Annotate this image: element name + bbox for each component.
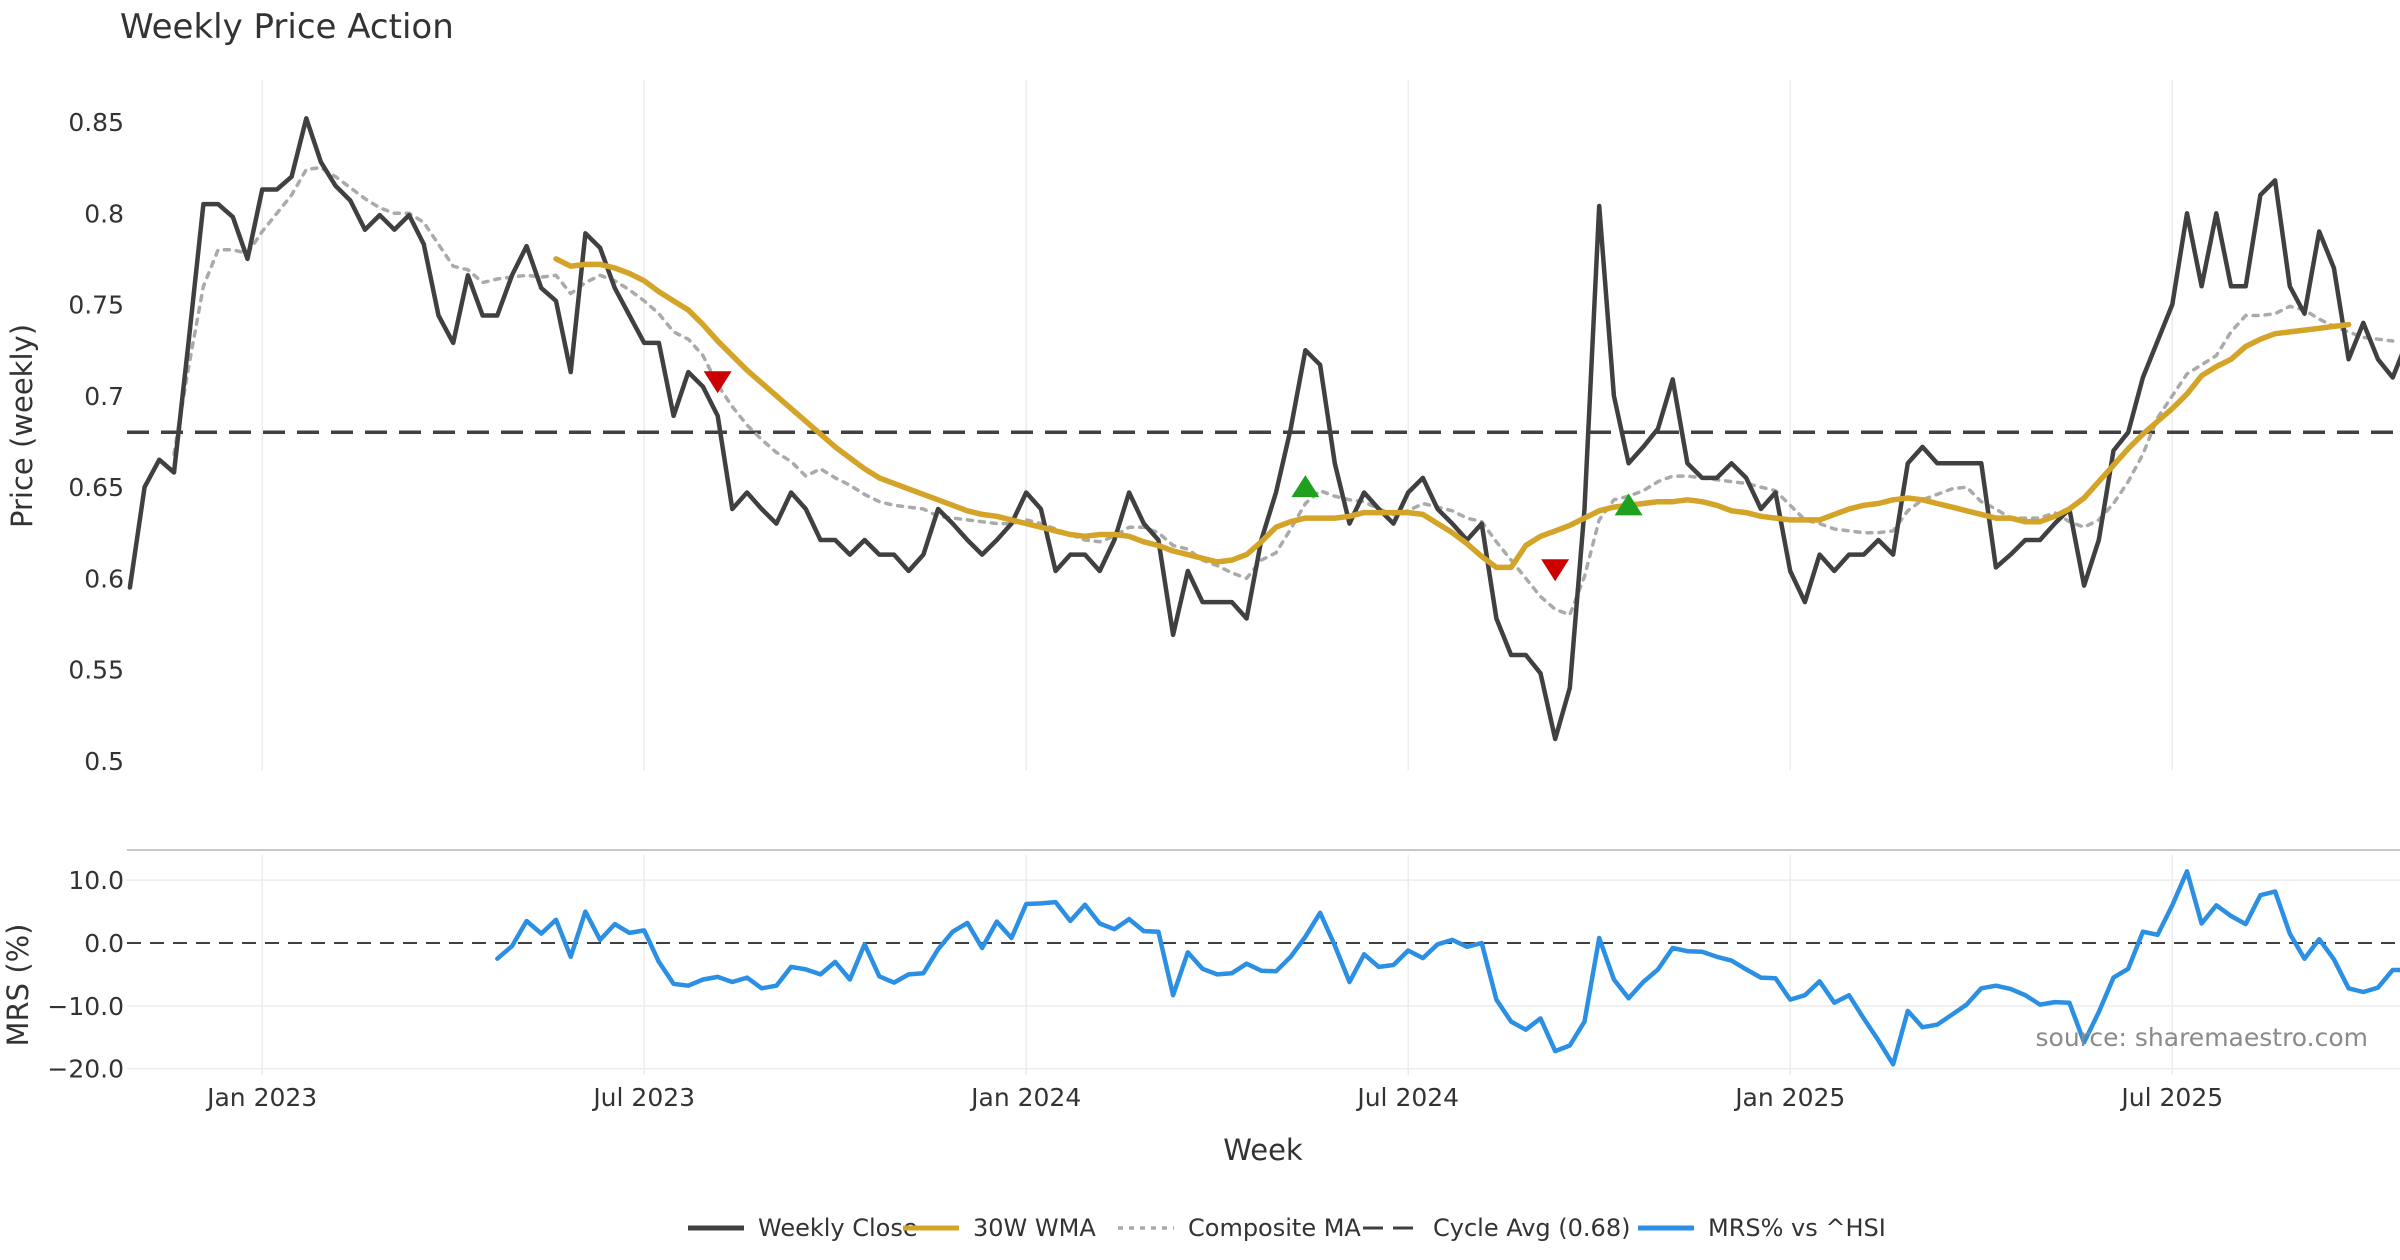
bottom-panel-series bbox=[495, 869, 2400, 1067]
30w-wma-line bbox=[553, 256, 2352, 571]
x-tick-label: Jan 2025 bbox=[1733, 1083, 1845, 1112]
bottom-panel-grid bbox=[127, 855, 2400, 1075]
sell-signal-marker bbox=[703, 371, 732, 394]
buy-signal-marker bbox=[1291, 475, 1320, 498]
legend-label: Weekly Close bbox=[758, 1214, 918, 1242]
top-panel-series bbox=[127, 116, 2400, 742]
top-y-tick-label: 0.85 bbox=[68, 108, 124, 137]
bottom-y-tick-label: 10.0 bbox=[68, 866, 124, 895]
buy-signal-marker bbox=[1614, 493, 1643, 516]
bottom-y-tick-label: 0.0 bbox=[84, 929, 124, 958]
mrs-line bbox=[495, 869, 2400, 1067]
weekly-close-line bbox=[127, 116, 2400, 742]
bottom-y-tick-label: −20.0 bbox=[47, 1055, 124, 1084]
top-y-tick-label: 0.5 bbox=[84, 747, 124, 776]
top-y-axis-title: Price (weekly) bbox=[5, 324, 39, 528]
legend: Weekly Close 30W WMA Composite MA Cycle Avg… bbox=[688, 1214, 1886, 1242]
top-panel-y-ticks: 0.5 0.55 0.6 0.65 0.7 0.75 0.8 0.85 bbox=[68, 108, 124, 776]
top-y-tick-label: 0.7 bbox=[84, 382, 124, 411]
legend-label: 30W WMA bbox=[973, 1214, 1096, 1242]
top-y-tick-label: 0.8 bbox=[84, 199, 124, 228]
x-tick-label: Jul 2024 bbox=[1355, 1083, 1459, 1112]
composite-ma-line bbox=[172, 165, 2395, 617]
x-tick-label: Jan 2024 bbox=[969, 1083, 1081, 1112]
x-axis-title: Week bbox=[1223, 1133, 1303, 1167]
legend-label: MRS% vs ^HSI bbox=[1708, 1214, 1886, 1242]
top-y-tick-label: 0.55 bbox=[68, 656, 124, 685]
x-tick-label: Jan 2023 bbox=[205, 1083, 317, 1112]
top-panel-grid bbox=[261, 80, 2174, 770]
bottom-y-axis-title: MRS (%) bbox=[1, 924, 35, 1047]
top-y-tick-label: 0.6 bbox=[84, 564, 124, 593]
signal-markers bbox=[703, 371, 1643, 582]
sell-signal-marker bbox=[1541, 559, 1570, 582]
legend-label: Composite MA bbox=[1188, 1214, 1361, 1242]
x-tick-label: Jul 2025 bbox=[2119, 1083, 2223, 1112]
source-label: source: sharemaestro.com bbox=[2036, 1023, 2369, 1052]
top-y-tick-label: 0.65 bbox=[68, 473, 124, 502]
chart-title: Weekly Price Action bbox=[120, 7, 454, 47]
bottom-y-tick-label: −10.0 bbox=[47, 992, 124, 1021]
bottom-panel-y-ticks: 10.0 0.0 −10.0 −20.0 bbox=[47, 866, 124, 1084]
x-axis-ticks: Jan 2023 Jul 2023 Jan 2024 Jul 2024 Jan 2025… bbox=[205, 1083, 2223, 1112]
top-y-tick-label: 0.75 bbox=[68, 291, 124, 320]
legend-label: Cycle Avg (0.68) bbox=[1433, 1214, 1630, 1242]
x-tick-label: Jul 2023 bbox=[591, 1083, 695, 1112]
